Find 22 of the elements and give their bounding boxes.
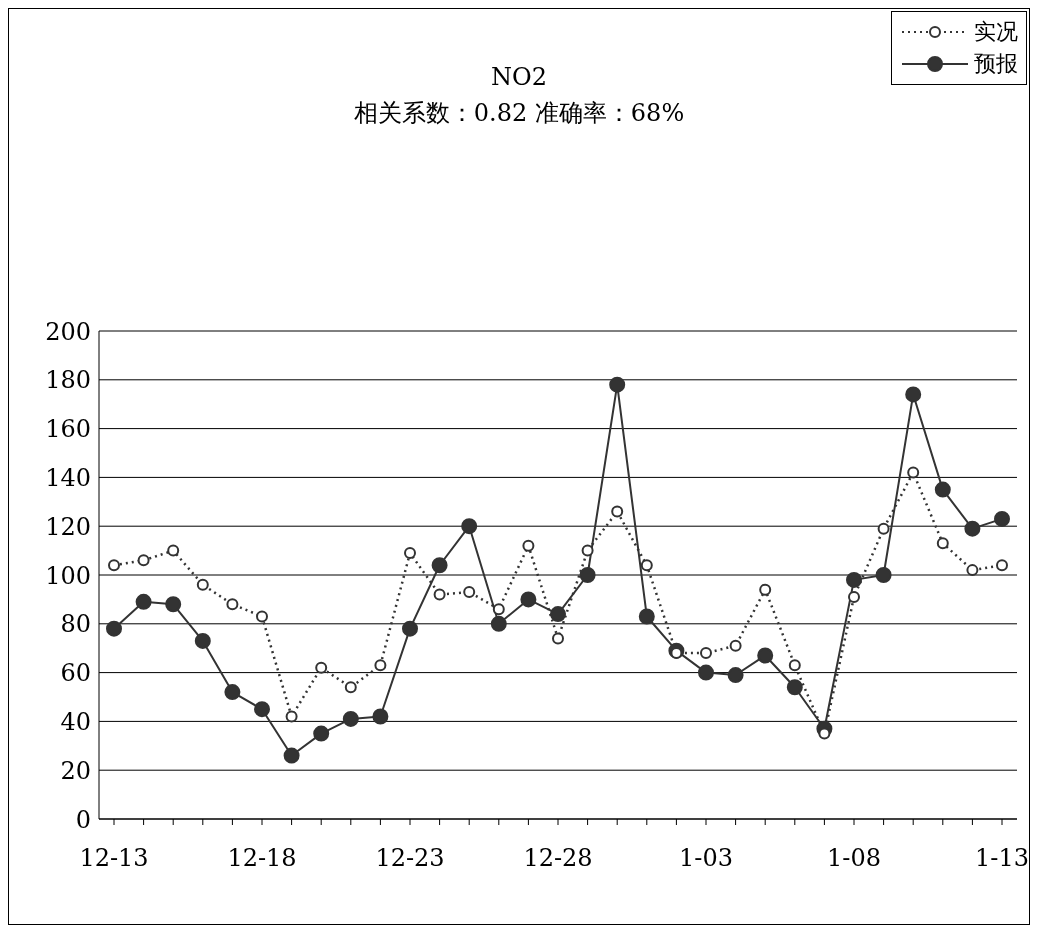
- y-tick-label: 140: [45, 463, 91, 492]
- legend-label: 预报: [974, 50, 1018, 78]
- chart-subtitle: 相关系数：0.82 准确率：68%: [352, 98, 686, 129]
- y-tick-label: 80: [60, 610, 91, 639]
- y-tick-label: 20: [60, 756, 91, 785]
- y-tick-label: 0: [75, 805, 91, 834]
- x-tick-label: 12-23: [375, 844, 445, 873]
- y-tick-label: 180: [45, 366, 91, 395]
- x-tick-label: 12-18: [227, 844, 297, 873]
- chart-title: NO2: [491, 63, 547, 91]
- y-tick-label: 200: [45, 317, 91, 346]
- y-tick-label: 100: [45, 561, 91, 590]
- y-tick-label: 160: [45, 415, 91, 444]
- x-tick-label: 12-28: [523, 844, 593, 873]
- x-tick-label: 1-08: [827, 844, 881, 873]
- y-tick-label: 60: [60, 659, 91, 688]
- x-tick-label: 1-03: [679, 844, 733, 873]
- legend-label: 实况: [974, 18, 1018, 46]
- y-tick-label: 40: [60, 707, 91, 736]
- x-tick-label: 1-13: [975, 844, 1029, 873]
- y-tick-label: 120: [45, 512, 91, 541]
- x-tick-label: 12-13: [79, 844, 149, 873]
